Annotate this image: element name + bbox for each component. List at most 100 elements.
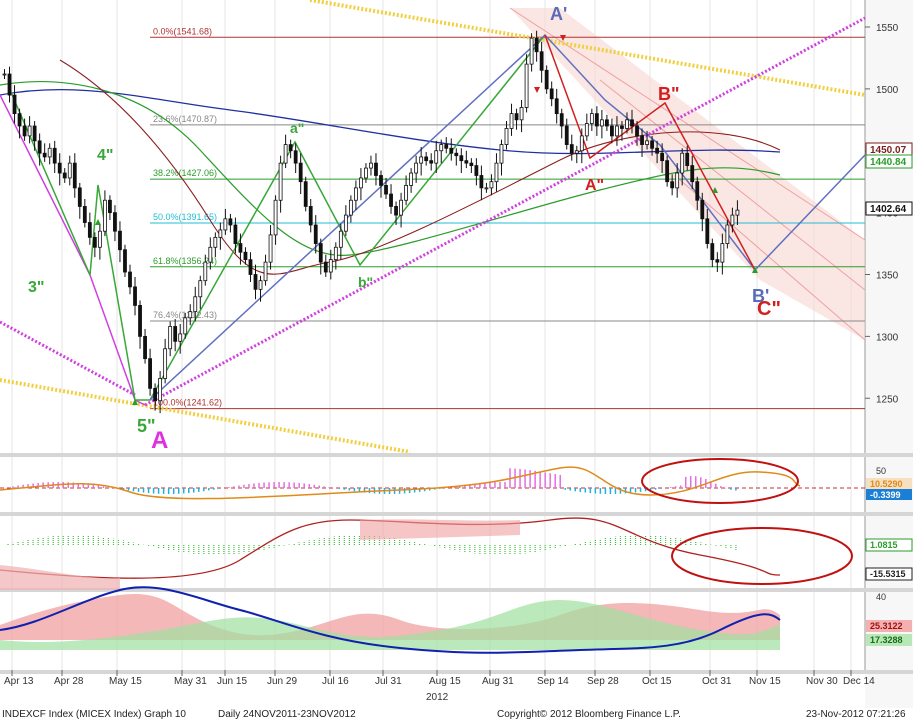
candle-body xyxy=(554,98,559,115)
candle-body xyxy=(42,152,47,158)
candle-body xyxy=(469,162,474,166)
candle-body xyxy=(143,335,147,360)
magenta-wave-line xyxy=(0,94,146,406)
candle-body xyxy=(519,107,524,121)
candle-body xyxy=(584,123,589,137)
candle-body xyxy=(128,271,132,288)
candle-body xyxy=(399,199,403,216)
candle-body xyxy=(52,147,57,164)
channel-middle-line xyxy=(599,79,866,291)
candle-body xyxy=(82,206,87,223)
wave-label: C" xyxy=(757,298,781,320)
candle-body xyxy=(389,193,393,207)
candle-body xyxy=(444,144,449,149)
candle-body xyxy=(695,181,700,201)
x-tick-label: Aug 31 xyxy=(482,676,514,687)
candle-body xyxy=(655,147,659,154)
candle-body xyxy=(504,128,509,145)
candle-body xyxy=(22,125,27,137)
candle-body xyxy=(113,212,117,232)
candle-body xyxy=(77,187,82,207)
candle-body xyxy=(589,113,594,124)
signal-marker-up xyxy=(132,399,138,405)
candle-body xyxy=(449,147,454,154)
candle-body xyxy=(278,162,283,201)
candle-body xyxy=(645,140,649,145)
candle-body xyxy=(559,113,564,127)
candle-body xyxy=(328,259,333,273)
fib-level-label: 61.8%(1356.24) xyxy=(153,256,217,266)
x-tick-label: Sep 14 xyxy=(537,676,569,687)
last-value-label: 1440.84 xyxy=(870,157,907,168)
candle-body xyxy=(529,37,534,65)
candle-body xyxy=(705,218,710,244)
panel3-value-label: 17.3288 xyxy=(870,635,903,645)
candle-body xyxy=(223,218,228,231)
wave-label: A' xyxy=(550,4,567,24)
x-tick-label: Nov 15 xyxy=(749,676,781,687)
candle-body xyxy=(333,246,338,261)
candle-body xyxy=(730,214,735,226)
candle-body xyxy=(62,172,67,179)
candle-body xyxy=(238,243,243,253)
ma-green-line xyxy=(0,81,781,256)
instrument-label: INDEXCF Index (MICEX Index) Graph 10 xyxy=(2,709,186,720)
date-range-label: Daily 24NOV2011-23NOV2012 xyxy=(218,709,356,720)
x-tick-label: Oct 15 xyxy=(642,676,672,687)
magenta-dotted-trendline-left xyxy=(0,320,136,397)
candle-body xyxy=(338,230,343,248)
candle-body xyxy=(605,119,609,127)
x-tick-label: Oct 31 xyxy=(702,676,732,687)
x-tick-label: Apr 28 xyxy=(54,676,84,687)
candle-body xyxy=(2,73,7,76)
candle-body xyxy=(153,387,158,402)
candle-body xyxy=(429,160,434,164)
signal-marker-down xyxy=(560,35,566,41)
ma-blue-line xyxy=(0,88,781,155)
panel2-value-tag xyxy=(865,567,913,581)
price-tick-label: 1350 xyxy=(876,271,899,282)
candle-body xyxy=(384,184,388,195)
candle-body xyxy=(615,125,619,137)
x-tick-label: Apr 13 xyxy=(4,676,34,687)
candle-body xyxy=(620,125,624,129)
candle-body xyxy=(263,261,268,282)
candle-body xyxy=(579,135,584,152)
candle-body xyxy=(534,37,539,53)
panel3-blue-line xyxy=(0,586,781,654)
candle-body xyxy=(303,181,308,207)
candle-body xyxy=(27,125,32,137)
x-tick-label: Jun 29 xyxy=(267,676,297,687)
candle-body xyxy=(359,177,363,189)
channel-upper-line xyxy=(509,7,866,241)
candle-body xyxy=(524,63,529,108)
candle-body xyxy=(630,119,634,127)
candle-body xyxy=(685,152,690,167)
x-tick-label: Sep 28 xyxy=(587,676,619,687)
panel3-value-label: 25.3122 xyxy=(870,621,903,631)
candle-body xyxy=(635,125,639,137)
panel3-value-tag xyxy=(866,620,912,632)
candle-body xyxy=(514,113,519,121)
candle-body xyxy=(599,119,604,127)
panel2-value-label: -15.5315 xyxy=(870,569,906,579)
candle-body xyxy=(374,162,378,176)
candle-body xyxy=(409,172,414,186)
fib-level-label: 0.0%(1541.68) xyxy=(153,26,212,36)
signal-marker-up xyxy=(752,267,758,273)
candle-body xyxy=(123,249,127,273)
candle-body xyxy=(680,152,685,174)
candle-body xyxy=(253,274,258,290)
candle-body xyxy=(464,160,469,164)
candle-body xyxy=(233,224,238,244)
x-tick-label: May 31 xyxy=(174,676,207,687)
candle-body xyxy=(108,199,112,214)
candle-body xyxy=(690,165,695,183)
candle-body xyxy=(47,147,52,158)
panel1-signal-line xyxy=(0,466,801,500)
panel1-tick-label: 50 xyxy=(876,466,886,476)
candle-body xyxy=(479,175,484,189)
panel1-value-label: 10.5290 xyxy=(870,479,903,489)
panel-separator xyxy=(0,512,913,516)
